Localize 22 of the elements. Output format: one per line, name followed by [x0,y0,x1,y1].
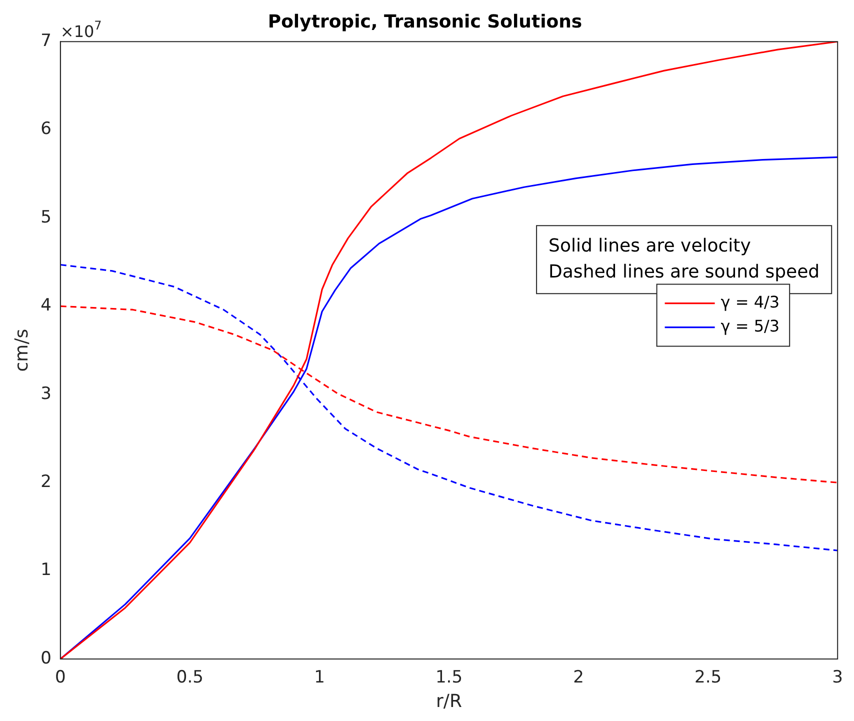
x-tick-label: 1 [314,668,325,688]
y-tick-label: 5 [40,207,52,228]
y-tick-label: 0 [40,648,52,668]
chart-title: Polytropic, Transonic Solutions [268,11,582,32]
legend-label: γ = 5/3 [720,316,780,336]
y-tick-label: 3 [40,384,52,404]
y-tick-label: 4 [40,296,52,316]
y-tick-label: 7 [40,31,52,52]
y-tick-label: 6 [40,119,52,140]
x-tick-label: 1.5 [435,668,463,688]
y-tick-label: 2 [40,472,52,492]
x-axis-title: r/R [436,690,462,712]
y-tick-label: 1 [40,560,52,580]
x-tick-label: 3 [832,668,844,688]
x-tick-label: 2.5 [694,668,722,688]
y-axis-title: cm/s [11,328,32,372]
x-tick-label: 2 [573,668,584,688]
annotation: Dashed lines are sound speed [548,261,820,282]
legend-label: γ = 4/3 [720,292,780,312]
x-tick-label: 0 [55,668,66,688]
x-tick-label: 0.5 [176,668,204,688]
annotation: Solid lines are velocity [548,235,752,256]
